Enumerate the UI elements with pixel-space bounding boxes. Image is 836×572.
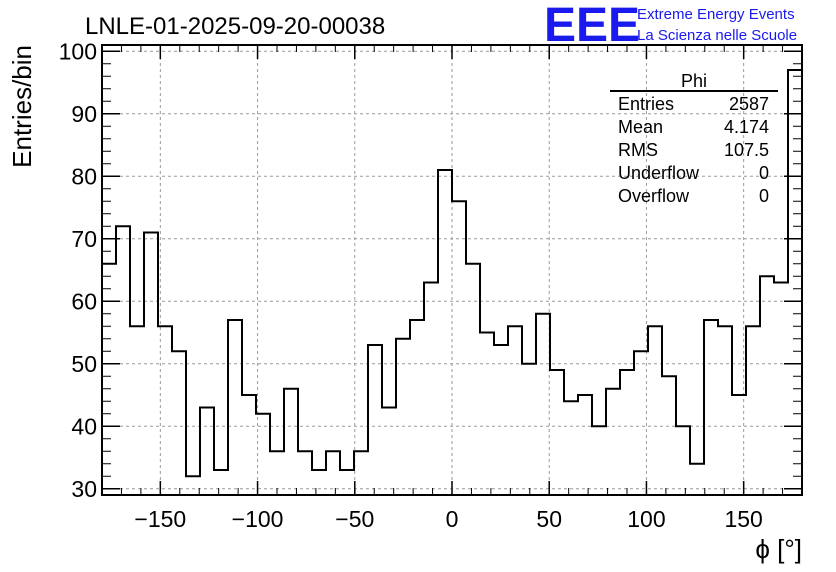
stats-label: Overflow (618, 186, 690, 206)
histogram-bin (760, 276, 774, 495)
histogram-bin (228, 320, 242, 495)
x-tick-label: −50 (335, 506, 374, 532)
histogram-bin (564, 401, 578, 495)
histogram-bin (144, 233, 158, 496)
logo-line-2: La Scienza nelle Scuole (637, 27, 797, 44)
histogram-bin (312, 470, 326, 495)
histogram-bin (102, 264, 116, 495)
axis-ticks (102, 45, 802, 495)
histogram-bin (326, 451, 340, 495)
tick-labels: −150 −100 −50 0 50 100 150 30 40 50 60 70 80 90 100 (59, 38, 763, 532)
histogram-bin (438, 170, 452, 495)
stats-label: RMS (618, 140, 658, 160)
x-tick-label: −100 (232, 506, 284, 532)
stats-value: 0 (759, 186, 769, 206)
stats-label: Underflow (618, 163, 700, 183)
histogram-bin (606, 389, 620, 495)
y-tick-label: 30 (71, 476, 97, 502)
x-tick-label: 150 (724, 506, 762, 532)
histogram-bin (620, 370, 634, 495)
x-tick-label: 50 (536, 506, 562, 532)
histogram-bin (578, 395, 592, 495)
y-axis-label: Entries/bin (7, 45, 37, 168)
histogram-bin (536, 314, 550, 495)
stats-value: 4.174 (724, 117, 769, 137)
histogram-bin (284, 389, 298, 495)
histogram-bin (452, 201, 466, 495)
y-tick-label: 60 (71, 288, 97, 314)
chart-title: LNLE-01-2025-09-20-00038 (85, 13, 385, 40)
histogram-bin (354, 451, 368, 495)
y-tick-label: 90 (71, 101, 97, 127)
histogram-bin (382, 408, 396, 496)
logo-line-1: Extreme Energy Events (637, 6, 795, 23)
histogram-bin (130, 326, 144, 495)
stats-value: 2587 (729, 94, 769, 114)
histogram-line (101, 69, 803, 495)
stats-value: 107.5 (724, 140, 769, 160)
histogram-bin (704, 320, 718, 495)
x-tick-label: −150 (134, 506, 186, 532)
histogram-bin (550, 370, 564, 495)
y-tick-label: 50 (71, 351, 97, 377)
histogram-bin (396, 339, 410, 495)
eee-logo: EEE (544, 0, 640, 52)
stats-value: 0 (759, 163, 769, 183)
histogram-bin (774, 283, 788, 496)
histogram-bin (718, 326, 732, 495)
histogram-bin (746, 326, 760, 495)
stats-box: Phi Entries 2587 Mean 4.174 RMS 107.5 Underflo… (610, 71, 778, 206)
stats-label: Mean (618, 117, 663, 137)
histogram-bin (662, 376, 676, 495)
histogram-bin (214, 470, 228, 495)
histogram-bin (690, 464, 704, 495)
histogram-bin (186, 476, 200, 495)
stats-title: Phi (681, 71, 707, 91)
histogram-bin (494, 345, 508, 495)
histogram-bin (592, 426, 606, 495)
stats-label: Entries (618, 94, 674, 114)
histogram-bin (424, 283, 438, 496)
histogram-bin (508, 326, 522, 495)
histogram-bin (340, 470, 354, 495)
histogram-bin (648, 326, 662, 495)
histogram-bin (368, 345, 382, 495)
histogram-bin (522, 364, 536, 495)
y-tick-label: 100 (59, 38, 97, 64)
histogram-bin (410, 320, 424, 495)
histogram-bin (298, 451, 312, 495)
histogram-bin (158, 326, 172, 495)
histogram-series (101, 69, 803, 496)
histogram-bin (732, 395, 746, 495)
histogram-bin (242, 395, 256, 495)
histogram-bin (172, 351, 186, 495)
histogram-bin (116, 226, 130, 495)
histogram-bin (788, 70, 802, 495)
histogram-bin (200, 408, 214, 496)
y-tick-label: 70 (71, 226, 97, 252)
histogram-bin (480, 333, 494, 496)
x-tick-label: 0 (446, 506, 459, 532)
x-tick-label: 100 (627, 506, 665, 532)
y-tick-label: 80 (71, 163, 97, 189)
x-axis-label: ϕ [°] (755, 534, 802, 564)
histogram-bin (676, 426, 690, 495)
y-tick-label: 40 (71, 413, 97, 439)
histogram-bin (634, 351, 648, 495)
histogram-bin (466, 264, 480, 495)
